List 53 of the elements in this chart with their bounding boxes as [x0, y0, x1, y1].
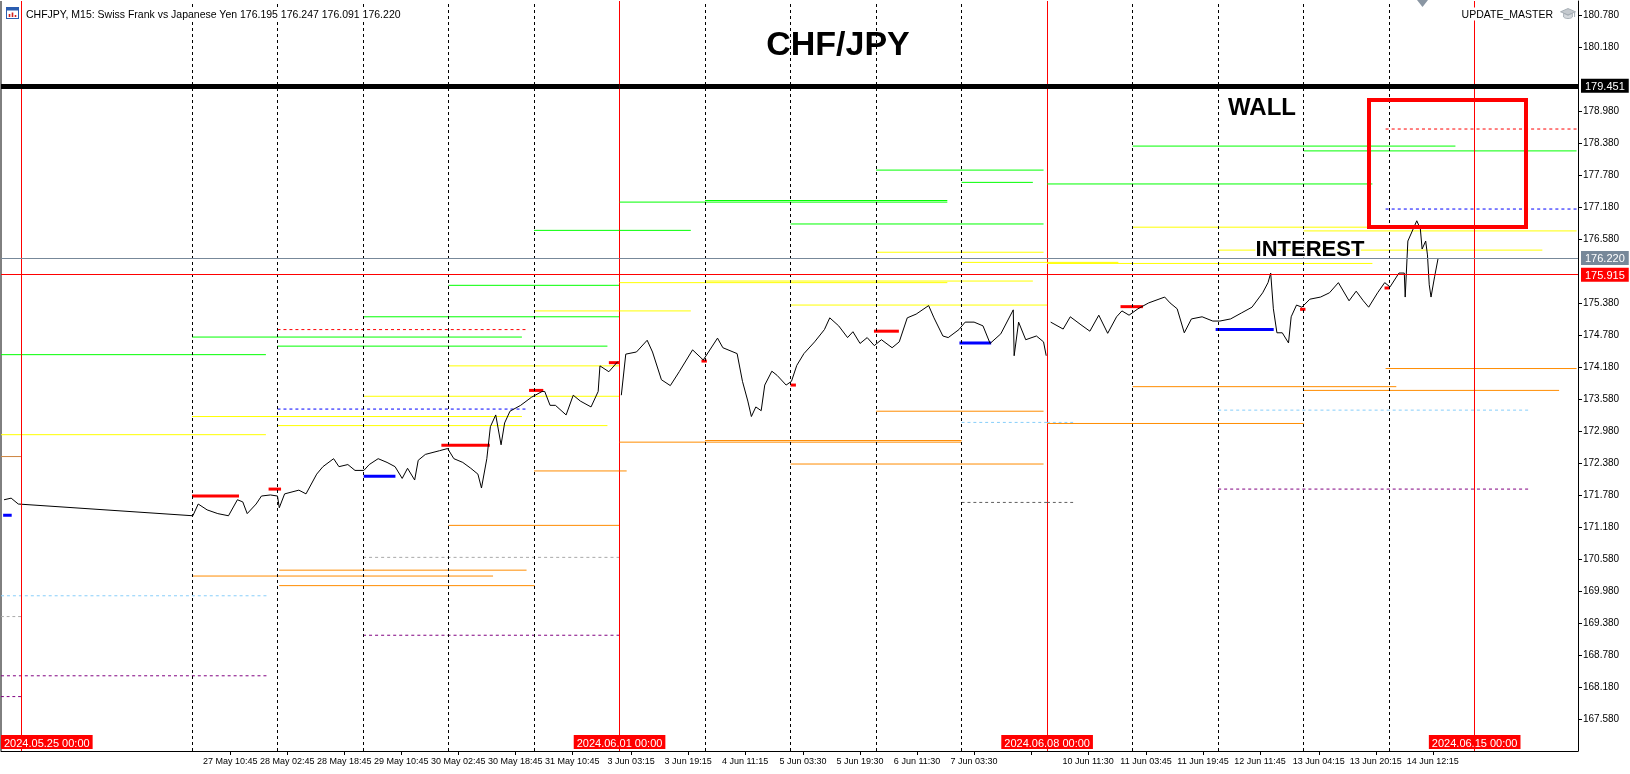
- ref-line-label: 176.220: [1585, 252, 1625, 265]
- x-tick-label: 30 May 02:45: [431, 755, 486, 766]
- x-tick-label: 4 Jun 11:15: [721, 755, 769, 766]
- x-tick-label: 11 Jun 03:45: [1120, 755, 1172, 766]
- y-tick-label: 173.580: [1583, 393, 1620, 405]
- x-tick-label: 28 May 02:45: [260, 755, 315, 766]
- y-tick-label: 171.780: [1583, 489, 1620, 501]
- x-tick-label: 14 Jun 12:15: [1406, 755, 1459, 766]
- ref-line-label: 2024.05.25 00:00: [4, 736, 90, 749]
- x-tick-label: 13 Jun 04:15: [1292, 755, 1345, 766]
- x-tick-label: 29 May 10:45: [374, 755, 429, 766]
- x-tick-label: 31 May 10:45: [545, 755, 600, 766]
- y-tick-label: 180.780: [1583, 9, 1620, 21]
- ref-line-label: 2024.06.08 00:00: [1004, 736, 1090, 749]
- annotation: WALL: [1228, 92, 1296, 120]
- x-tick-label: 3 Jun 19:15: [664, 755, 712, 766]
- y-tick-label: 168.780: [1583, 649, 1620, 661]
- y-tick-label: 168.180: [1583, 681, 1620, 693]
- ref-line-label: 179.451: [1585, 79, 1625, 92]
- y-tick-label: 172.980: [1583, 425, 1620, 437]
- x-tick-label: 7 Jun 03:30: [950, 755, 998, 766]
- y-tick-label: 174.780: [1583, 329, 1620, 341]
- x-tick-label: 5 Jun 19:30: [836, 755, 884, 766]
- x-tick-label: 28 May 18:45: [317, 755, 372, 766]
- y-tick-label: 178.380: [1583, 137, 1620, 149]
- y-tick-label: 177.780: [1583, 169, 1620, 181]
- annotation: CHFJPY, M15: Swiss Frank vs Japanese Yen 176.195 176.247 176.091 176.220: [26, 8, 401, 20]
- annotation: UPDATE_MASTER: [1461, 8, 1554, 20]
- x-tick-label: 13 Jun 20:15: [1349, 755, 1402, 766]
- ref-line-label: 175.915: [1585, 268, 1625, 281]
- y-tick-label: 180.180: [1583, 41, 1620, 53]
- x-tick-label: 12 Jun 11:45: [1234, 755, 1286, 766]
- ref-line-label: 2024.06.15 00:00: [1431, 736, 1518, 749]
- y-tick-label: 177.180: [1583, 201, 1620, 213]
- y-tick-label: 171.180: [1583, 521, 1620, 533]
- x-tick-label: 10 Jun 11:30: [1062, 755, 1114, 766]
- y-tick-label: 172.380: [1583, 457, 1620, 469]
- y-tick-label: 167.580: [1583, 713, 1620, 725]
- x-tick-label: 27 May 10:45: [203, 755, 258, 766]
- y-tick-label: 169.380: [1583, 617, 1620, 629]
- x-tick-label: 6 Jun 11:30: [893, 755, 941, 766]
- ref-line-label: 2024.06.01 00:00: [576, 736, 663, 749]
- x-tick-label: 3 Jun 03:15: [607, 755, 655, 766]
- y-tick-label: 170.580: [1583, 553, 1620, 565]
- x-tick-label: 30 May 18:45: [488, 755, 543, 766]
- y-tick-label: 176.580: [1583, 233, 1620, 245]
- y-tick-label: 169.980: [1583, 585, 1620, 597]
- y-tick-label: 175.380: [1583, 297, 1620, 309]
- x-tick-label: 5 Jun 03:30: [779, 755, 827, 766]
- y-tick-label: 174.180: [1583, 361, 1620, 373]
- text: CHF/JPY: [766, 24, 911, 62]
- x-tick-label: 11 Jun 19:45: [1177, 755, 1229, 766]
- y-tick-label: 178.980: [1583, 105, 1620, 117]
